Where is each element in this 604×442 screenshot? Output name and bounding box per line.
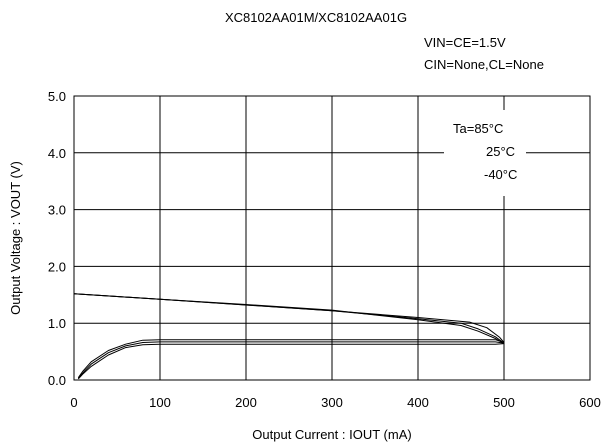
legend-entry-minus40c: -40°C: [484, 167, 517, 182]
y-axis-label: Output Voltage : VOUT (V): [8, 161, 23, 315]
chart-title: XC8102AA01M/XC8102AA01G: [225, 10, 407, 25]
x-tick-label: 400: [407, 395, 429, 410]
grid: [74, 96, 590, 380]
x-tick-label: 500: [493, 395, 515, 410]
legend-entry-25c: 25°C: [486, 144, 515, 159]
y-tick-label: 0.0: [48, 373, 66, 388]
y-tick-label: 3.0: [48, 203, 66, 218]
series-line-2: [73, 293, 505, 379]
series-line-3: [73, 293, 505, 378]
plot-area-frame: [73, 95, 591, 381]
series-lines: [73, 293, 505, 380]
series-line-1: [73, 293, 505, 380]
x-axis-label: Output Current : IOUT (mA): [252, 427, 411, 442]
x-tick-label: 200: [235, 395, 257, 410]
tick-labels: 0.0 1.0 2.0 3.0 4.0 5.0 0 100 200 300 400 500 600: [48, 89, 601, 410]
x-tick-label: 300: [321, 395, 343, 410]
condition-line-2: CIN=None,CL=None: [424, 57, 544, 72]
y-tick-label: 4.0: [48, 146, 66, 161]
legend-box: [444, 110, 526, 196]
y-tick-label: 5.0: [48, 89, 66, 104]
x-tick-label: 0: [70, 395, 77, 410]
x-tick-label: 600: [579, 395, 601, 410]
condition-line-1: VIN=CE=1.5V: [424, 35, 506, 50]
legend-entry-85c: Ta=85°C: [453, 121, 503, 136]
y-tick-label: 1.0: [48, 316, 66, 331]
y-tick-label: 2.0: [48, 259, 66, 274]
x-tick-label: 100: [149, 395, 171, 410]
